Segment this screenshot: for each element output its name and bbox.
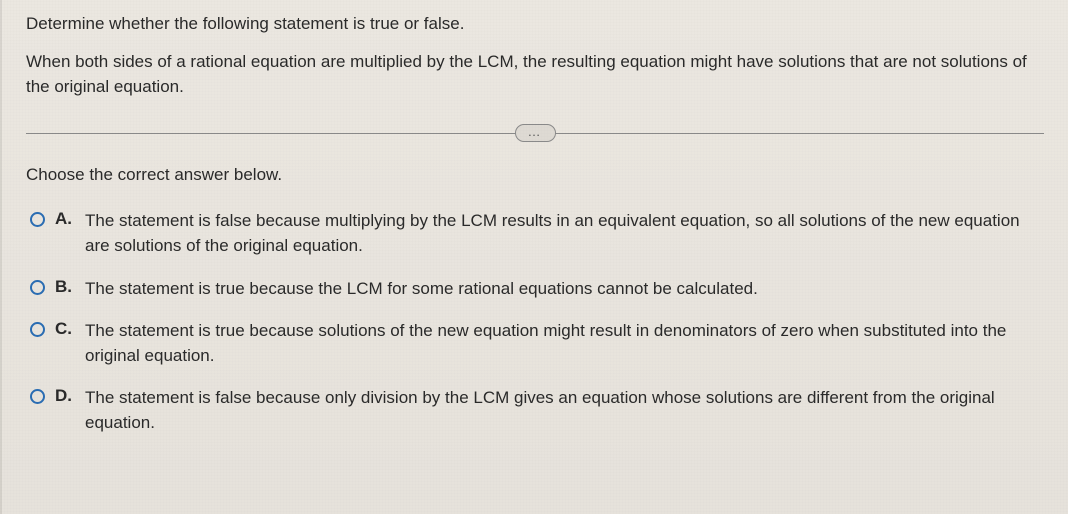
option-letter: C. bbox=[55, 319, 75, 339]
divider-row: … bbox=[26, 121, 1044, 145]
radio-d[interactable] bbox=[30, 389, 45, 404]
option-a[interactable]: A. The statement is false because multip… bbox=[30, 209, 1044, 258]
option-d[interactable]: D. The statement is false because only d… bbox=[30, 386, 1044, 435]
radio-b[interactable] bbox=[30, 280, 45, 295]
option-text: The statement is true because the LCM fo… bbox=[85, 277, 758, 302]
option-b[interactable]: B. The statement is true because the LCM… bbox=[30, 277, 1044, 302]
option-letter: D. bbox=[55, 386, 75, 406]
option-letter: A. bbox=[55, 209, 75, 229]
options-group: A. The statement is false because multip… bbox=[26, 209, 1044, 435]
prompt-text: Determine whether the following statemen… bbox=[26, 14, 1044, 34]
option-c[interactable]: C. The statement is true because solutio… bbox=[30, 319, 1044, 368]
expand-button[interactable]: … bbox=[515, 124, 556, 142]
choose-instruction: Choose the correct answer below. bbox=[26, 165, 1044, 185]
radio-c[interactable] bbox=[30, 322, 45, 337]
option-text: The statement is true because solutions … bbox=[85, 319, 1044, 368]
statement-text: When both sides of a rational equation a… bbox=[26, 50, 1044, 99]
option-text: The statement is false because only divi… bbox=[85, 386, 1044, 435]
radio-a[interactable] bbox=[30, 212, 45, 227]
option-text: The statement is false because multiplyi… bbox=[85, 209, 1044, 258]
option-letter: B. bbox=[55, 277, 75, 297]
question-card: Determine whether the following statemen… bbox=[0, 0, 1068, 514]
